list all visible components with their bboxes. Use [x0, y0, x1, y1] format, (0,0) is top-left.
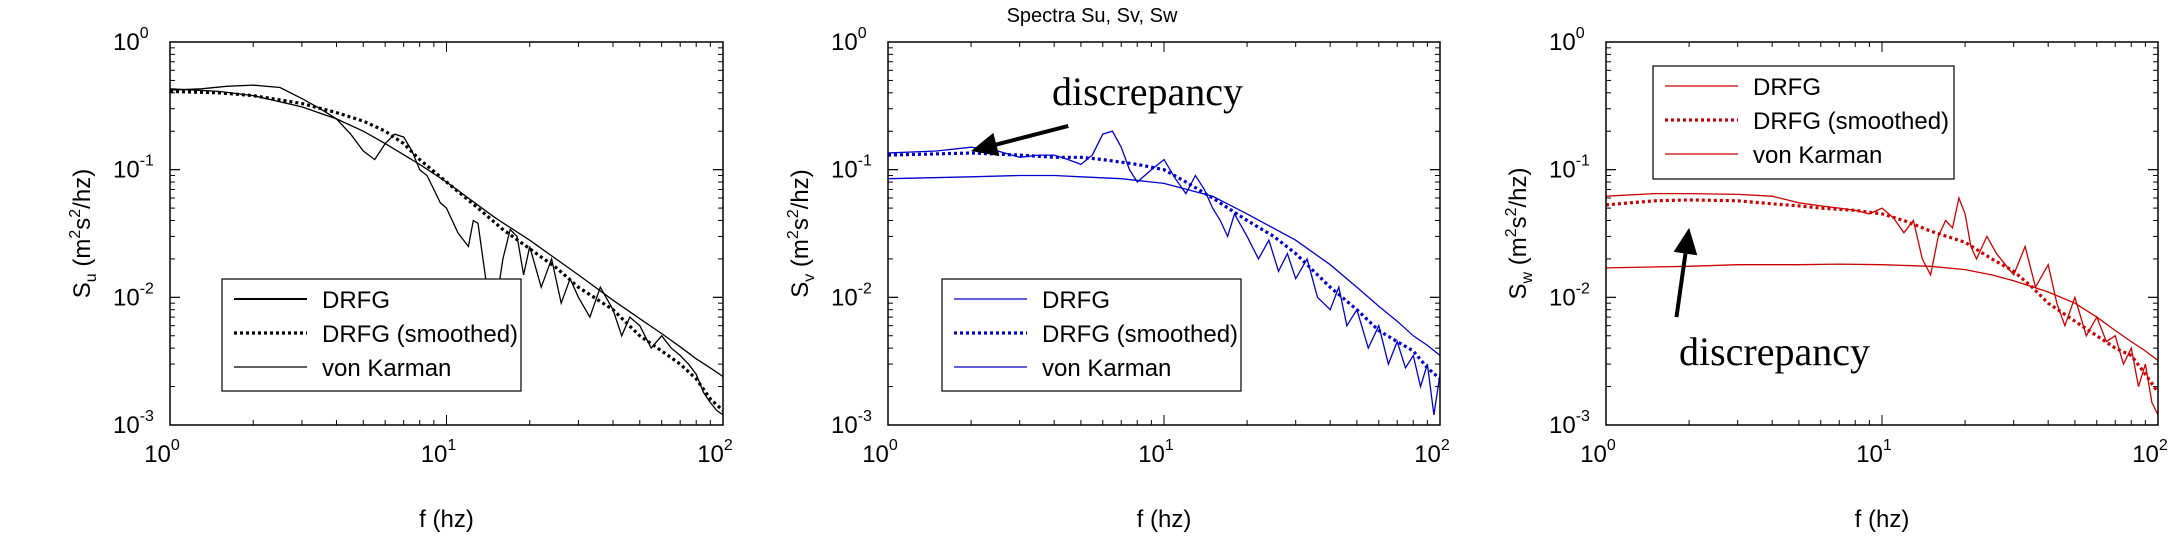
y-tick-label: 10-2	[113, 280, 154, 311]
x-tick-label: 101	[421, 437, 457, 468]
series-drfg-line	[888, 130, 1440, 415]
y-tick-label: 100	[1549, 25, 1585, 56]
y-tick-label: 10-3	[113, 408, 154, 439]
y-axis-label: Sv (m2s2/hz)	[785, 169, 818, 298]
legend-entry-label: von Karman	[1753, 142, 1882, 169]
y-tick-label: 10-3	[831, 408, 872, 439]
annotation-arrow-head	[971, 132, 1000, 157]
spectrum-panel-3: 100 101 102 10-3 10-2 10-1 100 f (hz) Sw (m2s2/h…	[1503, 25, 2168, 533]
y-tick-label: 10-1	[1549, 153, 1590, 184]
legend-entry-label: von Karman	[322, 355, 451, 382]
x-tick-label: 102	[1414, 437, 1450, 468]
legend-entry-label: DRFG (smoothed)	[1042, 321, 1238, 348]
legend-box	[221, 278, 522, 392]
legend-box	[1652, 65, 1955, 180]
legend-entry-label: DRFG	[1753, 74, 1821, 101]
plot-area-frame	[887, 41, 1441, 426]
y-tick-label: 10-3	[1549, 408, 1590, 439]
x-axis-label: f (hz)	[1855, 506, 1910, 533]
y-axis-label: Sw (m2s2/hz)	[1503, 167, 1536, 299]
x-tick-label: 101	[1856, 437, 1892, 468]
y-axis-label: Su (m2s2/hz)	[67, 169, 100, 298]
discrepancy-annotation: discrepancy	[1052, 69, 1243, 114]
y-tick-label: 100	[113, 25, 149, 56]
y-tick-label: 10-1	[831, 153, 872, 184]
series-von-karman-line	[1606, 263, 2158, 362]
legend-entry-label: DRFG	[1042, 287, 1110, 314]
y-tick-label: 10-1	[113, 153, 154, 184]
y-tick-label: 10-2	[831, 280, 872, 311]
x-axis-label: f (hz)	[419, 506, 474, 533]
x-tick-label: 102	[2132, 437, 2168, 468]
legend: DRFG DRFG (smoothed) von Karman	[221, 278, 522, 392]
axis-ticks	[887, 41, 1441, 426]
annotation-arrow-shaft	[995, 124, 1069, 147]
legend-box	[941, 278, 1242, 392]
x-tick-label: 100	[862, 437, 898, 468]
series-von-karman-line	[888, 174, 1440, 357]
legend: DRFG DRFG (smoothed) von Karman	[1652, 65, 1955, 180]
discrepancy-annotation: discrepancy	[1679, 329, 1870, 374]
series-drfg-line	[1606, 192, 2158, 416]
spectrum-panel-1: 100 101 102 10-3 10-2 10-1 100 f (hz) Su (m2s2/h…	[67, 25, 733, 533]
x-tick-label: 101	[1138, 437, 1174, 468]
x-tick-label: 100	[1580, 437, 1616, 468]
plot-area-frame	[1605, 41, 2159, 426]
legend: DRFG DRFG (smoothed) von Karman	[941, 278, 1242, 392]
plot-area-frame	[169, 41, 724, 426]
series-drfg-smoothed-line	[888, 151, 1440, 381]
x-tick-label: 102	[697, 437, 733, 468]
y-tick-label: 10-2	[1549, 280, 1590, 311]
series-drfg-smoothed-line	[170, 89, 723, 412]
legend-entry-label: von Karman	[1042, 355, 1171, 382]
legend-entry-label: DRFG	[322, 287, 390, 314]
x-tick-label: 100	[144, 437, 180, 468]
y-tick-label: 100	[831, 25, 867, 56]
legend-entry-label: DRFG (smoothed)	[322, 321, 518, 348]
legend-entry-label: DRFG (smoothed)	[1753, 108, 1949, 135]
spectrum-panel-2: 100 101 102 10-3 10-2 10-1 100 f (hz) Sv (m2s2/h…	[785, 25, 1450, 533]
annotation-arrow-shaft	[1674, 253, 1688, 318]
annotation-arrow-head	[1673, 227, 1698, 256]
x-axis-label: f (hz)	[1137, 506, 1192, 533]
series-von-karman-line	[170, 88, 723, 378]
figure-title: Spectra Su, Sv, Sw	[1007, 5, 1178, 27]
